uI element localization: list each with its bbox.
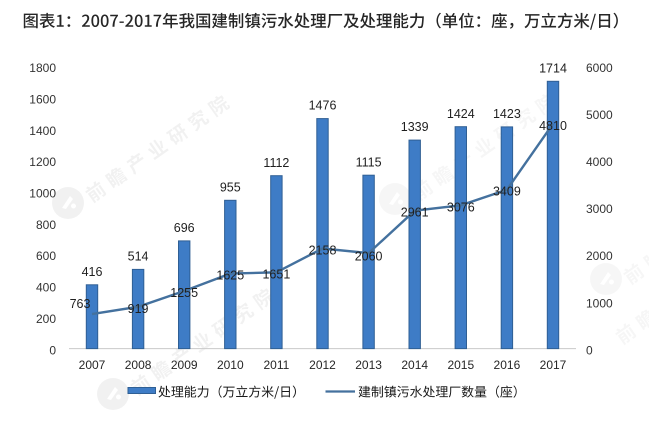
svg-text:1000: 1000	[29, 187, 56, 201]
svg-text:1625: 1625	[216, 269, 244, 283]
svg-text:5000: 5000	[586, 108, 613, 122]
svg-text:955: 955	[220, 180, 241, 194]
svg-text:400: 400	[36, 281, 56, 295]
svg-text:1600: 1600	[29, 93, 56, 107]
svg-text:2007: 2007	[79, 358, 106, 372]
svg-text:1200: 1200	[29, 155, 56, 169]
svg-text:800: 800	[36, 218, 56, 232]
svg-text:2013: 2013	[355, 358, 382, 372]
svg-text:2015: 2015	[447, 358, 474, 372]
svg-text:1651: 1651	[262, 267, 290, 281]
svg-text:1423: 1423	[493, 107, 521, 121]
svg-text:3409: 3409	[493, 185, 521, 199]
svg-text:2010: 2010	[217, 358, 244, 372]
svg-text:2961: 2961	[401, 206, 429, 220]
svg-text:3000: 3000	[586, 202, 613, 216]
svg-text:2017: 2017	[540, 358, 567, 372]
svg-text:1400: 1400	[29, 124, 56, 138]
svg-text:2060: 2060	[355, 249, 383, 263]
svg-text:0: 0	[586, 343, 593, 357]
svg-text:763: 763	[70, 297, 91, 311]
svg-text:2011: 2011	[263, 358, 289, 372]
svg-text:2008: 2008	[125, 358, 152, 372]
svg-text:1339: 1339	[401, 120, 429, 134]
svg-text:1000: 1000	[586, 296, 613, 310]
svg-text:2000: 2000	[586, 249, 613, 263]
svg-text:6000: 6000	[586, 61, 613, 75]
svg-text:1800: 1800	[29, 61, 56, 75]
svg-text:2014: 2014	[401, 358, 428, 372]
svg-text:696: 696	[174, 221, 195, 235]
svg-text:2158: 2158	[309, 244, 337, 258]
svg-text:1112: 1112	[263, 156, 289, 170]
svg-text:600: 600	[36, 249, 56, 263]
svg-text:3076: 3076	[447, 200, 475, 214]
svg-text:200: 200	[36, 312, 56, 326]
svg-text:4000: 4000	[586, 155, 613, 169]
svg-text:1714: 1714	[539, 61, 567, 75]
svg-text:514: 514	[128, 250, 149, 264]
svg-text:2009: 2009	[171, 358, 198, 372]
svg-text:2016: 2016	[494, 358, 521, 372]
svg-text:1476: 1476	[309, 99, 337, 113]
svg-text:1424: 1424	[447, 107, 475, 121]
svg-text:1115: 1115	[356, 155, 382, 169]
svg-text:416: 416	[82, 265, 103, 279]
svg-text:919: 919	[128, 302, 149, 316]
svg-text:1255: 1255	[170, 286, 198, 300]
svg-text:0: 0	[49, 343, 56, 357]
svg-text:4810: 4810	[539, 119, 567, 133]
svg-text:2012: 2012	[309, 358, 336, 372]
